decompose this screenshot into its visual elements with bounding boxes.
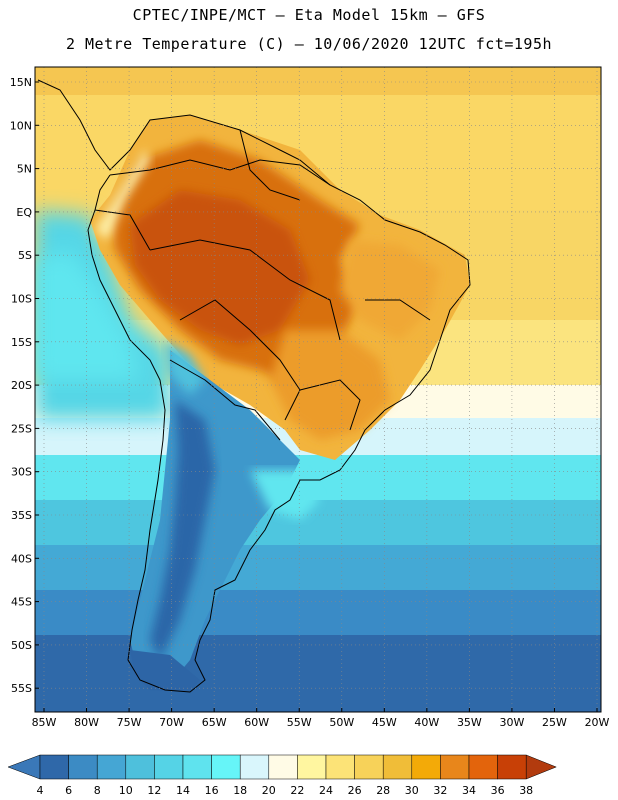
colorbar-label: 18 [233, 784, 247, 797]
colorbar-label: 34 [462, 784, 476, 797]
colorbar-label: 6 [65, 784, 72, 797]
lat-label: 40S [11, 552, 32, 565]
lon-label: 40W [414, 716, 439, 729]
colorbar-segment [440, 754, 470, 780]
lat-label: 5S [18, 249, 32, 262]
colorbar-label: 10 [119, 784, 133, 797]
colorbar-segment [68, 754, 98, 780]
lat-label: 15S [11, 336, 32, 349]
colorbar-segment [411, 754, 441, 780]
lon-label: 70W [159, 716, 184, 729]
colorbar-label: 24 [319, 784, 333, 797]
lon-label: 75W [117, 716, 142, 729]
coastline [37, 79, 471, 693]
colorbar-label: 28 [376, 784, 390, 797]
colorbar-label: 14 [176, 784, 190, 797]
colorbar-label: 16 [205, 784, 219, 797]
lat-label: 55S [11, 682, 32, 695]
colorbar-segment [239, 754, 270, 780]
lat-label: 10N [10, 119, 32, 132]
colorbar-segment [154, 754, 184, 780]
lon-label: 30W [499, 716, 524, 729]
colorbar-label: 26 [348, 784, 362, 797]
colorbar-segment [497, 754, 527, 780]
lat-label: 25S [11, 422, 32, 435]
lat-label: 5N [17, 163, 32, 176]
colorbar-arrow-left [7, 754, 41, 780]
colorbar-label: 32 [433, 784, 447, 797]
colorbar-segment [468, 754, 498, 780]
colorbar-segment [211, 754, 241, 780]
colorbar-label: 30 [405, 784, 419, 797]
lat-label: 35S [11, 509, 32, 522]
lat-label: 30S [11, 466, 32, 479]
colorbar-segment [39, 754, 69, 780]
colorbar-segment [297, 754, 327, 780]
map-title-line2: 2 Metre Temperature (C) – 10/06/2020 12U… [65, 35, 553, 53]
lon-label: 55W [287, 716, 312, 729]
colorbar-label: 22 [290, 784, 304, 797]
colorbar-label: 4 [37, 784, 44, 797]
colorbar-label: 36 [491, 784, 505, 797]
colorbar-segment [382, 754, 413, 780]
colorbar-label: 38 [519, 784, 533, 797]
colorbar-label: 12 [147, 784, 161, 797]
colorbar-arrow-right [525, 754, 557, 780]
lat-label: 45S [11, 596, 32, 609]
colorbar-segment [268, 754, 298, 780]
map-title-line1: CPTEC/INPE/MCT – Eta Model 15km – GFS [132, 6, 486, 24]
lon-label: 85W [32, 716, 57, 729]
lat-label: 15N [10, 76, 32, 89]
lon-label: 50W [329, 716, 354, 729]
lon-label: 20W [585, 716, 610, 729]
colorbar-segment [354, 754, 384, 780]
colorbar-segment [325, 754, 355, 780]
lon-label: 65W [202, 716, 227, 729]
lat-label: 10S [11, 293, 32, 306]
latitude-labels: 15N 10N 5N EQ 5S 10S 15S 20S 25S 30S 35S 40S 45S 50S 5… [10, 76, 39, 695]
lon-label: 80W [74, 716, 99, 729]
longitude-labels: 85W 80W 75W 70W 65W 60W 55W 50W 45W 40W 35W 30W 25W 2… [32, 708, 610, 729]
colorbar-segment [182, 754, 212, 780]
lon-label: 60W [244, 716, 269, 729]
colorbar-segment [125, 754, 155, 780]
lon-label: 25W [542, 716, 567, 729]
colorbar-label: 8 [94, 784, 101, 797]
lon-label: 45W [372, 716, 397, 729]
lat-label: 50S [11, 639, 32, 652]
map-frame [34, 66, 602, 713]
lat-label: EQ [16, 206, 32, 219]
lon-label: 35W [457, 716, 482, 729]
colorbar-segment [96, 754, 127, 780]
lat-label: 20S [11, 379, 32, 392]
colorbar-label: 20 [262, 784, 276, 797]
